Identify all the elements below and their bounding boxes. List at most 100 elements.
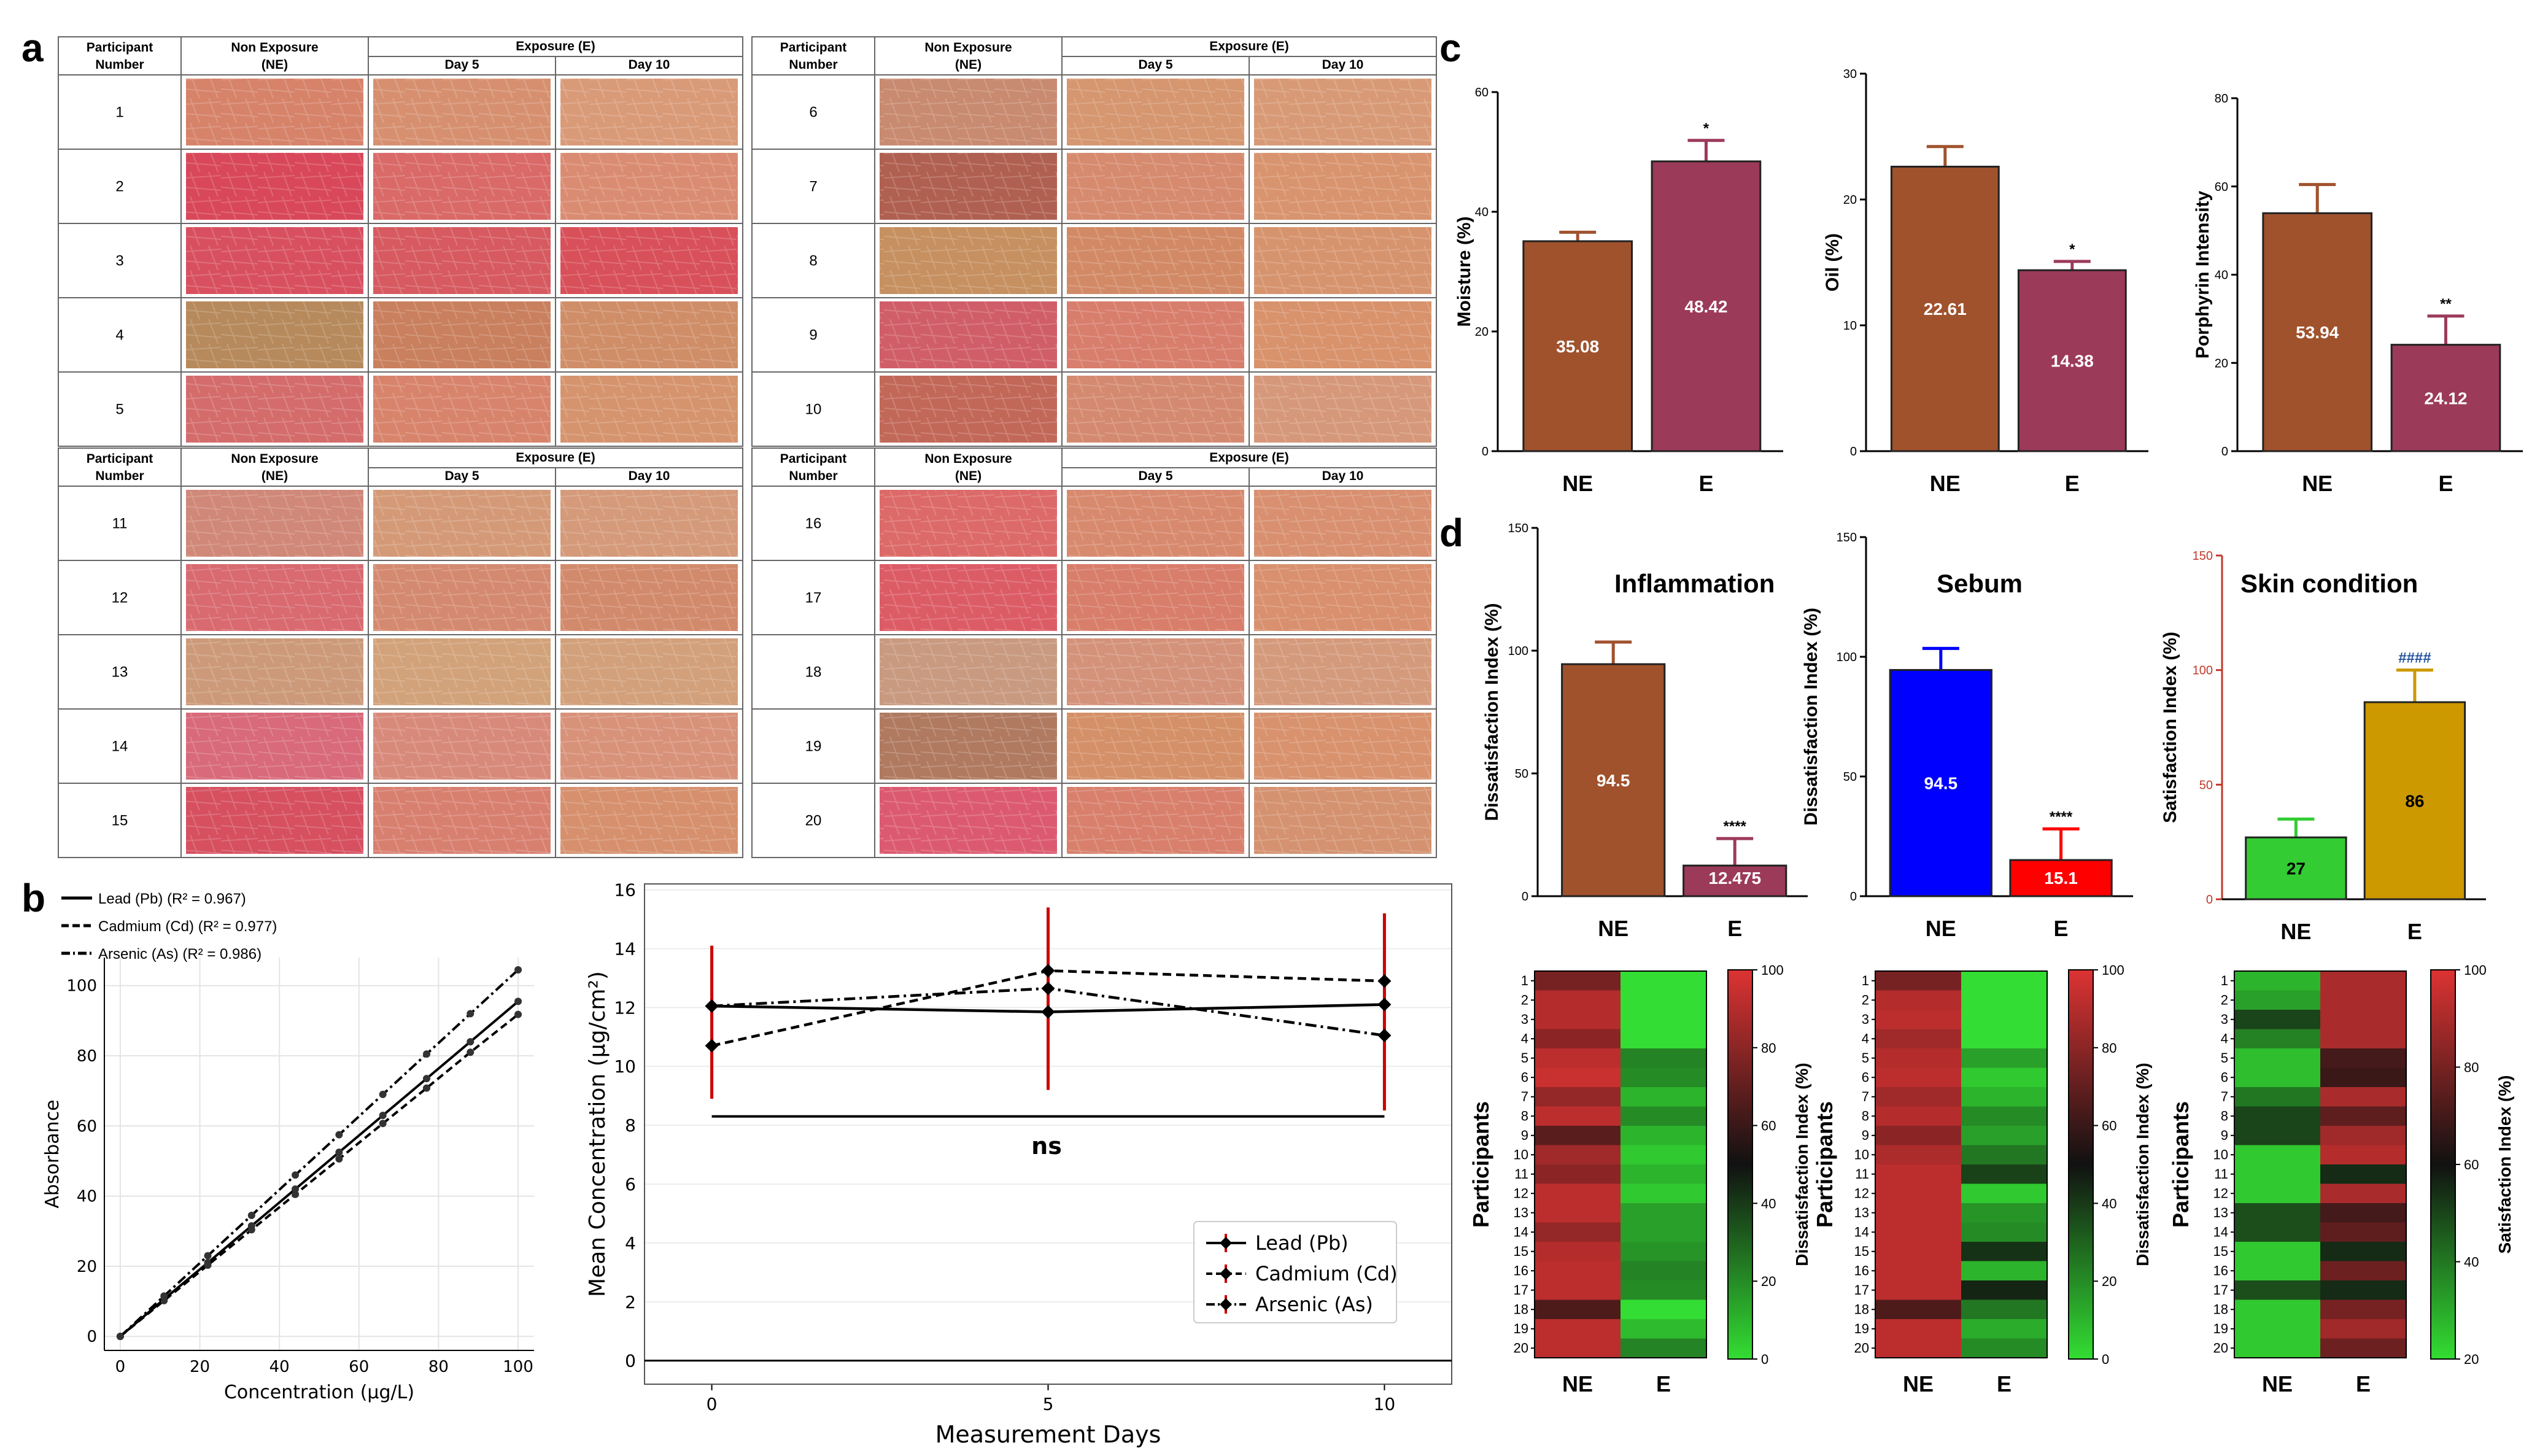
skin-texture	[1254, 79, 1431, 145]
heatmap-cell	[1961, 971, 2047, 991]
heatmap-cell	[2320, 1319, 2406, 1339]
heatmap-cell	[1875, 1299, 1961, 1320]
data-point	[705, 1039, 719, 1053]
heatmap-cell	[1961, 1145, 2047, 1165]
y-axis-title: Satisfaction Index (%)	[2160, 632, 2180, 823]
skin-texture	[186, 490, 363, 557]
row-label: 15	[1514, 1244, 1528, 1259]
colorbar-tick-label: 20	[2464, 1352, 2479, 1367]
skin-texture	[1254, 301, 1431, 368]
skin-texture	[373, 301, 551, 368]
y-tick-label: 60	[1475, 86, 1489, 99]
y-tick-label: 10	[614, 1056, 636, 1077]
skin-texture	[1067, 490, 1244, 557]
skin-texture	[1067, 787, 1244, 854]
heatmap-cell	[2234, 1067, 2320, 1088]
x-category-label: E	[2054, 916, 2069, 941]
data-point	[204, 1252, 212, 1260]
x-category-label: NE	[1926, 916, 1956, 941]
data-point	[423, 1075, 430, 1083]
heatmap-cell	[1875, 1048, 1961, 1068]
data-point	[379, 1120, 387, 1128]
series-line	[119, 1000, 519, 1338]
row-label: 14	[1514, 1224, 1528, 1239]
heatmap-cell	[1961, 1280, 2047, 1300]
row-label: 12	[2213, 1185, 2228, 1201]
y-axis-title: Absorbance	[42, 1099, 63, 1208]
skin-texture	[880, 376, 1057, 443]
y-tick-label: 6	[625, 1174, 636, 1195]
row-label: 6	[1521, 1069, 1528, 1085]
x-category-label: E	[2065, 471, 2080, 496]
bar-value-label: 86	[2405, 791, 2424, 810]
y-axis-title: Participants	[2168, 1101, 2193, 1228]
header-day10: Day 10	[629, 469, 670, 483]
row-label: 19	[2213, 1321, 2228, 1336]
y-tick-label: 0	[1482, 445, 1489, 459]
skin-texture	[1254, 638, 1431, 705]
skin-texture	[1067, 376, 1244, 443]
data-point	[514, 997, 522, 1005]
y-tick-label: 40	[77, 1188, 97, 1206]
heatmap-cell	[1875, 1145, 1961, 1165]
participant-number: 10	[805, 401, 822, 418]
heatmap-cell	[1875, 1183, 1961, 1204]
y-tick-label: 12	[614, 997, 636, 1018]
skin-texture	[560, 301, 738, 368]
heatmap-cell	[2234, 1126, 2320, 1145]
colorbar	[2068, 969, 2094, 1360]
heatmap-cell	[2234, 1010, 2320, 1029]
bar-chart-d-inflammation: 0 50 100 150 Dissatisfaction Index (%) Inflam…	[1482, 522, 1808, 941]
heatmap-cell	[1961, 1183, 2047, 1204]
significance-marker: ****	[1724, 818, 1747, 835]
x-category-label: NE	[1562, 471, 1593, 496]
x-tick-label: 0	[115, 1358, 126, 1376]
bar	[2245, 836, 2347, 900]
row-label: 11	[2214, 1166, 2228, 1182]
heatmap-cell	[1961, 1029, 2047, 1049]
heatmap-cell	[1535, 1183, 1621, 1204]
participant-number: 3	[115, 253, 123, 269]
row-label: 13	[2213, 1205, 2228, 1220]
heatmap-cell	[1621, 1048, 1706, 1068]
bar	[2390, 344, 2501, 452]
significance-marker: ####	[2398, 650, 2431, 667]
participant-number: 15	[112, 813, 128, 829]
participant-number: 20	[805, 813, 822, 829]
heatmap-cell	[1875, 1010, 1961, 1029]
y-tick-label: 40	[1475, 206, 1489, 219]
header-day5: Day 5	[1138, 58, 1172, 72]
heatmap-cell	[2234, 1280, 2320, 1300]
data-point	[1377, 1028, 1392, 1042]
skin-texture	[373, 79, 551, 145]
photo-table: Participant Number Non Exposure (NE) Exposur…	[58, 36, 743, 447]
y-tick-label: 150	[1837, 531, 1857, 544]
row-label: 1	[2221, 973, 2228, 988]
participant-number: 18	[805, 664, 822, 681]
heatmap-cell	[1961, 990, 2047, 1010]
skin-texture	[560, 564, 738, 631]
skin-texture	[1254, 490, 1431, 557]
bar-value-label: 94.5	[1924, 774, 1958, 793]
heatmap-cell	[2234, 1029, 2320, 1049]
x-category-label: E	[2407, 919, 2422, 944]
heatmap-cell	[1875, 1222, 1961, 1242]
heatmap-cell	[1961, 1067, 2047, 1088]
y-tick-label: 80	[2215, 92, 2228, 106]
row-label: 3	[1862, 1012, 1869, 1027]
heatmap-cell	[2234, 1299, 2320, 1320]
header-number: Number	[789, 469, 837, 483]
skin-texture	[1254, 376, 1431, 443]
data-point	[467, 1010, 474, 1018]
y-tick-label: 0	[87, 1328, 97, 1346]
y-tick-label: 16	[614, 880, 636, 900]
bar	[2262, 212, 2373, 452]
panel-d-label: d	[1439, 511, 1463, 555]
heatmap-cell	[2234, 1087, 2320, 1107]
row-label: 20	[1514, 1340, 1528, 1355]
data-point	[1041, 1005, 1055, 1019]
y-tick-label: 80	[77, 1047, 97, 1066]
y-tick-label: 60	[2215, 180, 2228, 194]
